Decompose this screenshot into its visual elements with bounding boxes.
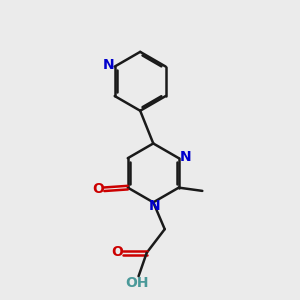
Text: N: N [179, 149, 191, 164]
Text: N: N [149, 199, 161, 213]
Text: N: N [103, 58, 115, 72]
Text: O: O [93, 182, 105, 196]
Text: O: O [111, 245, 123, 259]
Text: OH: OH [125, 277, 149, 290]
